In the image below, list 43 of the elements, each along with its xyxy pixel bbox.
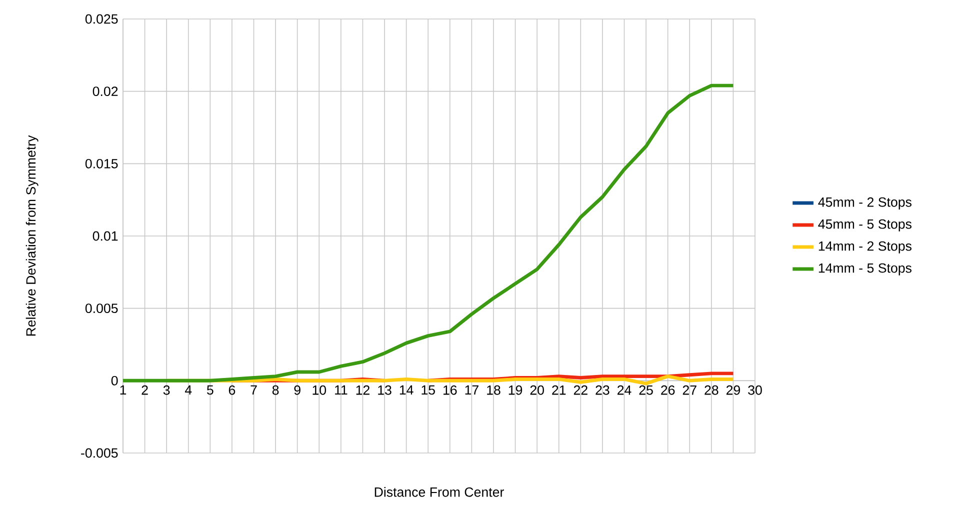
x-tick-label: 28	[704, 385, 718, 395]
legend-label: 14mm - 5 Stops	[818, 263, 912, 276]
x-tick-label: 2	[142, 385, 148, 395]
x-tick-label: 23	[596, 385, 610, 395]
x-tick-label: 3	[163, 385, 170, 395]
x-tick-label: 27	[682, 385, 696, 395]
x-tick-label: 20	[530, 385, 544, 395]
x-tick-label: 4	[184, 385, 192, 395]
y-tick-label: 0	[111, 376, 118, 386]
x-tick-label: 7	[250, 385, 257, 395]
x-tick-label: 13	[378, 385, 392, 395]
x-tick-label: 21	[552, 385, 566, 395]
legend-label: 45mm - 2 Stops	[818, 197, 912, 210]
x-tick-label: 16	[444, 385, 457, 395]
x-axis-title: Distance From Center	[374, 487, 504, 497]
x-tick-label: 1	[120, 385, 126, 395]
y-tick-label: 0.02	[92, 86, 118, 96]
y-tick-label: 0.01	[92, 231, 118, 241]
y-tick-label: 0.025	[85, 14, 118, 24]
x-tick-label: 22	[574, 385, 588, 395]
y-tick-label: 0.015	[85, 158, 118, 168]
x-tick-label: 12	[356, 385, 370, 395]
x-tick-label: 29	[726, 385, 740, 395]
legend-label: 14mm - 2 Stops	[818, 241, 912, 254]
x-tick-label: 8	[272, 385, 279, 395]
x-tick-label: 6	[228, 385, 236, 395]
legend-label: 45mm - 5 Stops	[818, 219, 912, 232]
x-tick-label: 10	[312, 385, 326, 395]
x-tick-label: 5	[207, 385, 214, 395]
y-tick-label: 0.005	[85, 304, 118, 314]
x-tick-label: 9	[294, 385, 300, 395]
x-tick-label: 15	[422, 385, 435, 395]
x-tick-label: 17	[465, 385, 478, 395]
x-tick-label: 26	[661, 385, 675, 395]
x-tick-label: 18	[487, 385, 500, 395]
x-tick-label: 30	[748, 385, 762, 395]
x-tick-label: 19	[508, 385, 522, 395]
y-axis-title: Relative Deviation from Symmetry	[26, 135, 38, 336]
y-tick-label: -0.005	[81, 448, 118, 458]
x-tick-label: 14	[400, 385, 414, 395]
x-tick-label: 24	[618, 385, 632, 395]
x-tick-label: 25	[639, 385, 653, 395]
x-tick-label: 11	[335, 385, 348, 395]
